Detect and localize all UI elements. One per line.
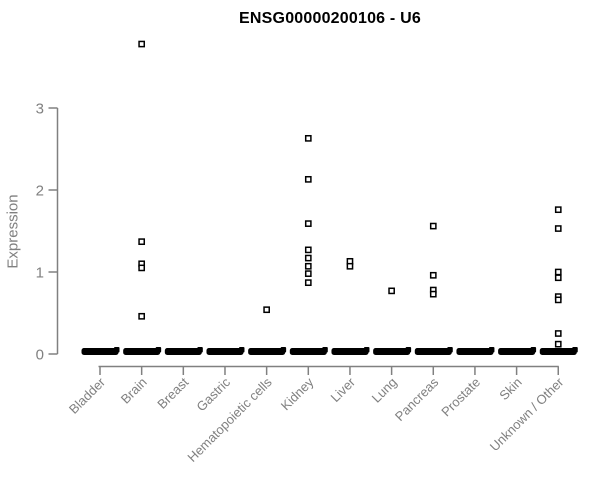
zero-cluster-bar	[81, 348, 119, 355]
x-tick-label: Brain	[118, 375, 150, 407]
zero-cluster-bar	[539, 348, 577, 355]
data-point	[554, 274, 562, 282]
data-point	[263, 306, 270, 314]
data-point	[138, 264, 146, 272]
data-point	[138, 238, 146, 246]
data-point	[554, 296, 562, 304]
data-point	[304, 270, 312, 277]
zero-cluster-bump	[155, 347, 162, 353]
x-tick-label: Kidney	[278, 374, 317, 413]
x-tick-label: Gastric	[193, 374, 233, 414]
zero-cluster-bump	[488, 347, 495, 353]
zero-cluster-bar	[248, 348, 286, 355]
x-tick-label: Unknown / Other	[487, 374, 567, 454]
zero-cluster-bump	[238, 347, 245, 353]
data-point	[304, 134, 312, 142]
data-point	[554, 330, 562, 337]
zero-cluster-bump	[322, 347, 328, 353]
zero-cluster-bump	[447, 347, 453, 353]
zero-cluster-bar	[331, 348, 369, 355]
data-point	[346, 262, 354, 270]
y-tick-label: 0	[36, 347, 44, 364]
x-tick-label: Pancreas	[392, 374, 442, 424]
zero-cluster-bump	[572, 347, 578, 353]
x-tick-label: Liver	[328, 374, 359, 405]
zero-cluster-bar	[164, 348, 202, 355]
x-tick-label: Breast	[154, 374, 191, 411]
x-tick-label: Prostate	[438, 375, 483, 420]
zero-cluster-bump	[530, 347, 537, 353]
chart-title: ENSG00000200106 - U6	[239, 10, 421, 27]
zero-cluster-bump	[197, 347, 203, 353]
zero-cluster-bar	[373, 348, 411, 355]
data-point	[554, 268, 562, 276]
zero-cluster-bar	[456, 348, 494, 355]
zero-cluster-bar	[289, 348, 327, 355]
data-point	[304, 246, 312, 254]
y-tick-label: 2	[36, 183, 44, 200]
data-point	[554, 340, 562, 348]
data-point	[554, 206, 562, 214]
zero-cluster-bar	[206, 348, 244, 355]
x-tick-label: Lung	[369, 375, 400, 406]
y-tick-label: 3	[36, 101, 44, 118]
data-point	[304, 254, 312, 262]
data-point	[304, 279, 312, 287]
data-point	[429, 290, 437, 298]
data-point	[388, 287, 395, 295]
data-point	[304, 175, 312, 183]
x-tick-label: Bladder	[66, 374, 109, 417]
zero-cluster-bump	[405, 347, 412, 353]
y-tick-label: 1	[36, 265, 44, 282]
data-point	[138, 312, 146, 320]
zero-cluster-bar	[414, 348, 452, 355]
data-point	[429, 222, 437, 230]
zero-cluster-bump	[114, 347, 120, 353]
zero-cluster-bar	[123, 348, 161, 355]
data-point	[429, 271, 437, 279]
zero-cluster-bump	[363, 347, 370, 353]
data-point	[304, 220, 312, 227]
zero-cluster-bump	[280, 347, 287, 353]
data-point	[304, 262, 312, 270]
zero-cluster-bar	[498, 348, 536, 355]
data-point	[554, 225, 562, 232]
data-point	[138, 40, 146, 48]
x-tick-label: Skin	[496, 375, 524, 403]
